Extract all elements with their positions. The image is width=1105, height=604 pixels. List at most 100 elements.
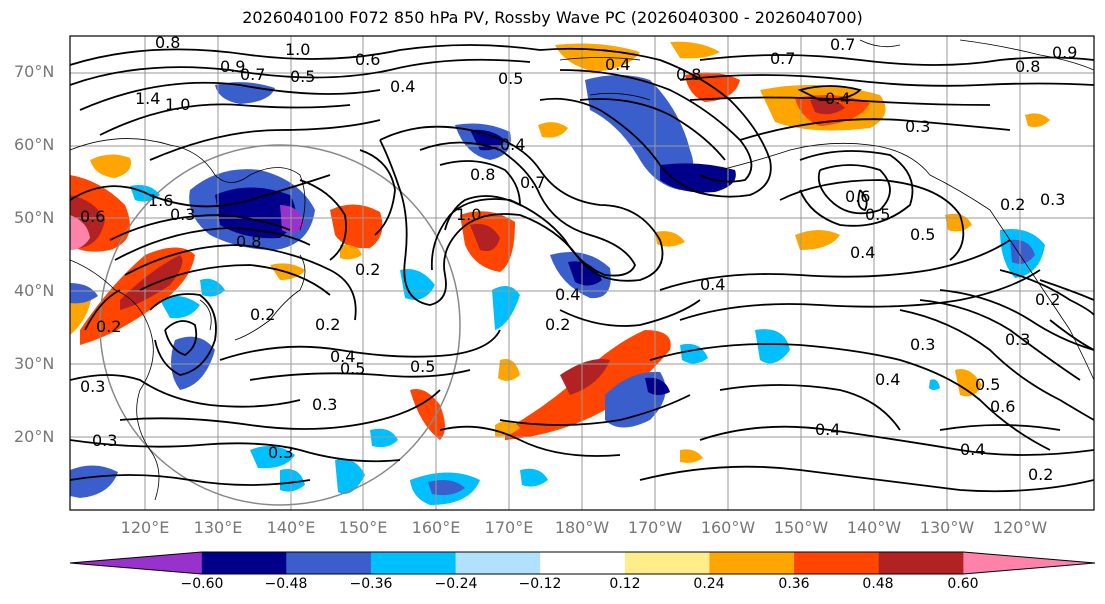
- colorbar-tick: −0.48: [264, 576, 308, 592]
- contour-label: 0.2: [1000, 195, 1025, 214]
- positive-anomaly: [1025, 113, 1050, 128]
- lon-label: 130°W: [919, 518, 975, 537]
- contour-label: 0.4: [330, 347, 355, 366]
- contour-label: 0.9: [1052, 43, 1077, 62]
- contour-label: 0.5: [865, 205, 890, 224]
- colorbar: [69, 551, 1096, 575]
- negative-anomaly: [645, 377, 670, 395]
- contour-label: 0.4: [960, 440, 985, 459]
- colorbar-segment: [540, 552, 626, 574]
- colorbar-tick: 0.12: [609, 576, 641, 592]
- contour-label: 0.6: [990, 397, 1015, 416]
- colorbar-tick: −0.24: [434, 576, 478, 592]
- contour-label: 0.3: [1040, 190, 1065, 209]
- negative-anomaly: [250, 446, 295, 469]
- colorbar-tick: −0.60: [180, 576, 224, 592]
- contour-label: 1.0: [165, 95, 190, 114]
- positive-anomaly: [680, 449, 703, 463]
- colorbar-segment: [794, 552, 880, 574]
- colorbar-tick: 0.48: [862, 576, 894, 592]
- graticule: [70, 36, 1094, 510]
- lon-label: 150°W: [773, 518, 829, 537]
- colorbar-extend-high: [963, 552, 1095, 574]
- lat-label: 50°N: [14, 208, 55, 227]
- contour-label: 0.2: [250, 305, 275, 324]
- contour-label: 0.4: [390, 77, 415, 96]
- lat-label: 70°N: [14, 62, 55, 81]
- negative-anomaly: [335, 459, 365, 494]
- contour-label: 0.3: [910, 335, 935, 354]
- positive-anomaly: [90, 154, 131, 178]
- contour-label: 0.8: [676, 65, 701, 84]
- negative-anomaly: [568, 261, 602, 286]
- contour-label: 0.2: [545, 315, 570, 334]
- negative-anomaly: [929, 379, 940, 390]
- contour-label: 0.3: [170, 205, 195, 224]
- lat-label: 40°N: [14, 281, 55, 300]
- lon-label: 120°W: [992, 518, 1048, 537]
- contour-label: 0.6: [80, 207, 105, 226]
- negative-anomaly: [200, 278, 225, 297]
- positive-anomaly: [410, 389, 445, 440]
- negative-anomaly: [520, 468, 548, 487]
- contour-label: 0.8: [1015, 57, 1040, 76]
- contour-label: 0.7: [830, 35, 855, 54]
- contour-label: 0.3: [1005, 330, 1030, 349]
- lon-label: 140°W: [846, 518, 902, 537]
- map-title: 2026040100 F072 850 hPa PV, Rossby Wave …: [242, 8, 863, 27]
- lon-label: 150°E: [338, 518, 388, 537]
- colorbar-segment: [201, 552, 287, 574]
- contour-label: 0.5: [290, 67, 315, 86]
- positive-anomaly: [955, 369, 982, 397]
- lat-label: 60°N: [14, 135, 55, 154]
- negative-anomaly: [70, 465, 118, 498]
- contour-label: 1.6: [148, 191, 173, 210]
- map-frame: [69, 35, 1095, 511]
- contour-label: 0.7: [520, 173, 545, 192]
- negative-anomaly: [755, 329, 790, 364]
- lon-label: 140°E: [266, 518, 316, 537]
- colorbar-outline: [69, 551, 1096, 575]
- contour-label: 0.4: [700, 275, 725, 294]
- colorbar-tick: 0.24: [693, 576, 725, 592]
- colorbar-segment: [455, 552, 541, 574]
- contour-label: 1.0: [456, 205, 481, 224]
- negative-anomaly: [280, 469, 305, 492]
- contour-label: 0.8: [470, 165, 495, 184]
- pv-contours: [70, 44, 1094, 493]
- positive-anomaly: [538, 122, 568, 138]
- lat-label: 20°N: [14, 427, 55, 446]
- contour-label: 0.2: [355, 260, 380, 279]
- contour-label: 0.4: [850, 243, 875, 262]
- contour-label: 0.8: [236, 232, 261, 251]
- negative-anomaly: [160, 296, 200, 319]
- lon-label: 160°E: [411, 518, 461, 537]
- positive-anomaly: [70, 215, 90, 250]
- colorbar-segment: [286, 552, 372, 574]
- colorbar-tick: 0.60: [947, 576, 979, 592]
- colorbar-extend-low: [70, 552, 202, 574]
- colorbar-segment: [878, 552, 964, 574]
- positive-anomaly: [560, 359, 610, 395]
- lat-label: 30°N: [14, 354, 55, 373]
- negative-anomaly: [585, 75, 694, 190]
- contour-label: 0.5: [410, 357, 435, 376]
- colorbar-tick: −0.12: [518, 576, 562, 592]
- contour-label: 0.6: [845, 187, 870, 206]
- colorbar-tick: −0.36: [349, 576, 393, 592]
- contour-label: 0.3: [312, 395, 337, 414]
- highlight-circle: [99, 144, 461, 506]
- positive-anomaly: [330, 204, 383, 249]
- negative-anomaly: [171, 336, 215, 390]
- contour-label: 0.2: [1028, 465, 1053, 484]
- contour-label: 0.4: [825, 89, 850, 108]
- contour-label: 0.3: [905, 117, 930, 136]
- positive-anomaly: [795, 230, 840, 250]
- positive-anomaly: [470, 223, 500, 252]
- lon-label: 120°E: [120, 518, 170, 537]
- coastlines: [70, 39, 1094, 501]
- negative-anomaly: [428, 480, 465, 496]
- contour-label: 0.8: [155, 33, 180, 52]
- contour-label: 0.7: [770, 49, 795, 68]
